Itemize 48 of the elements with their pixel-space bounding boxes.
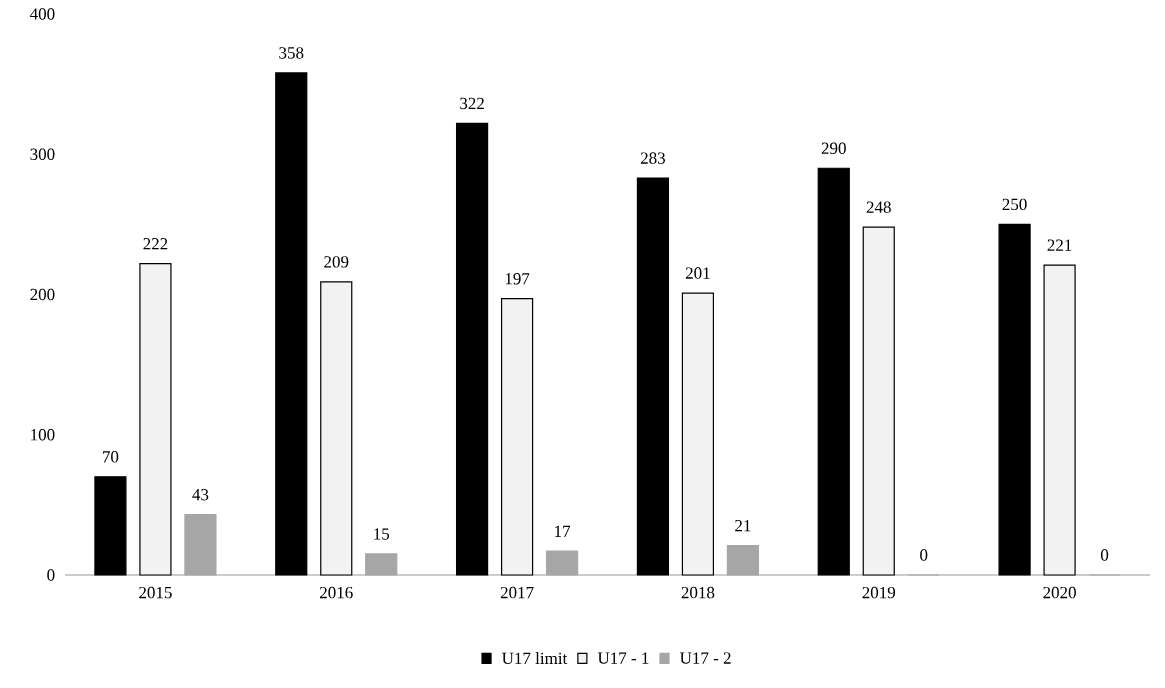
y-tick-label: 0: [47, 569, 55, 581]
x-tick-label: 2019: [862, 586, 896, 599]
data-label: 209: [324, 256, 349, 268]
bar: [636, 177, 670, 576]
bar: [862, 226, 895, 576]
data-label: 221: [1047, 239, 1072, 251]
bar: [94, 476, 127, 576]
x-tick-label: 2018: [681, 586, 715, 599]
legend-label: U17 - 2: [679, 652, 731, 664]
data-label: 201: [685, 267, 710, 279]
data-label: 0: [920, 549, 928, 561]
y-tick-label: 300: [30, 148, 55, 160]
x-tick-label: 2015: [139, 586, 172, 599]
data-label: 222: [143, 238, 168, 250]
data-label: 290: [821, 142, 846, 155]
data-label: 322: [460, 97, 484, 110]
data-label: 70: [103, 451, 119, 463]
bar: [320, 281, 353, 576]
bar: [998, 223, 1031, 576]
data-label: 248: [866, 201, 891, 213]
x-tick-label: 2016: [320, 586, 353, 599]
bar: [817, 167, 850, 576]
y-tick-label: 400: [29, 8, 55, 20]
data-label: 17: [555, 525, 571, 537]
legend-label: U17 - 1: [597, 652, 649, 664]
bar: [1043, 264, 1076, 576]
bar: [726, 544, 760, 576]
bar: [545, 550, 579, 576]
bar: [365, 553, 398, 576]
data-label: 15: [374, 528, 390, 540]
data-label: 283: [640, 152, 666, 164]
x-tick-label: 2020: [1043, 586, 1076, 599]
data-label: 0: [1100, 549, 1109, 561]
bar: [139, 263, 172, 576]
bar: [184, 514, 217, 576]
bar: [500, 298, 534, 576]
y-tick-label: 200: [30, 288, 55, 301]
data-label: 358: [279, 47, 304, 59]
y-tick-label: 100: [31, 429, 55, 441]
legend-label: U17 limit: [502, 652, 568, 665]
data-label: 250: [1002, 198, 1027, 211]
bar: [681, 292, 715, 576]
data-label: 21: [735, 520, 751, 532]
data-label: 43: [192, 488, 209, 501]
data-label: 197: [505, 273, 530, 285]
bar: [455, 122, 489, 576]
x-tick-label: 2017: [500, 586, 534, 599]
bar: [275, 72, 308, 576]
